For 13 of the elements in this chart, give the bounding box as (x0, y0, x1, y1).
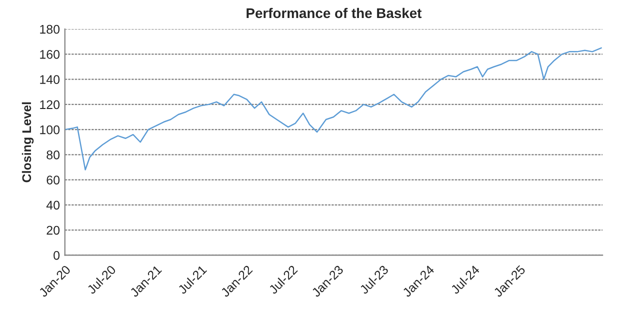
y-tick-label: 160 (40, 50, 60, 59)
chart-title: Performance of the Basket (246, 8, 422, 18)
y-tick-label: 40 (46, 200, 60, 210)
y-tick-label: 80 (46, 150, 60, 160)
y-tick-label: 180 (40, 24, 60, 34)
y-tick-label: 20 (46, 226, 60, 235)
line-series (64, 47, 602, 170)
y-tick-label: 100 (40, 125, 60, 134)
y-tick-label: 140 (40, 75, 60, 84)
y-tick-label: 0 (54, 250, 60, 260)
y-tick-label: 120 (40, 100, 60, 110)
y-axis-title: Closing Level (22, 102, 34, 182)
y-tick-label: 60 (46, 176, 60, 184)
